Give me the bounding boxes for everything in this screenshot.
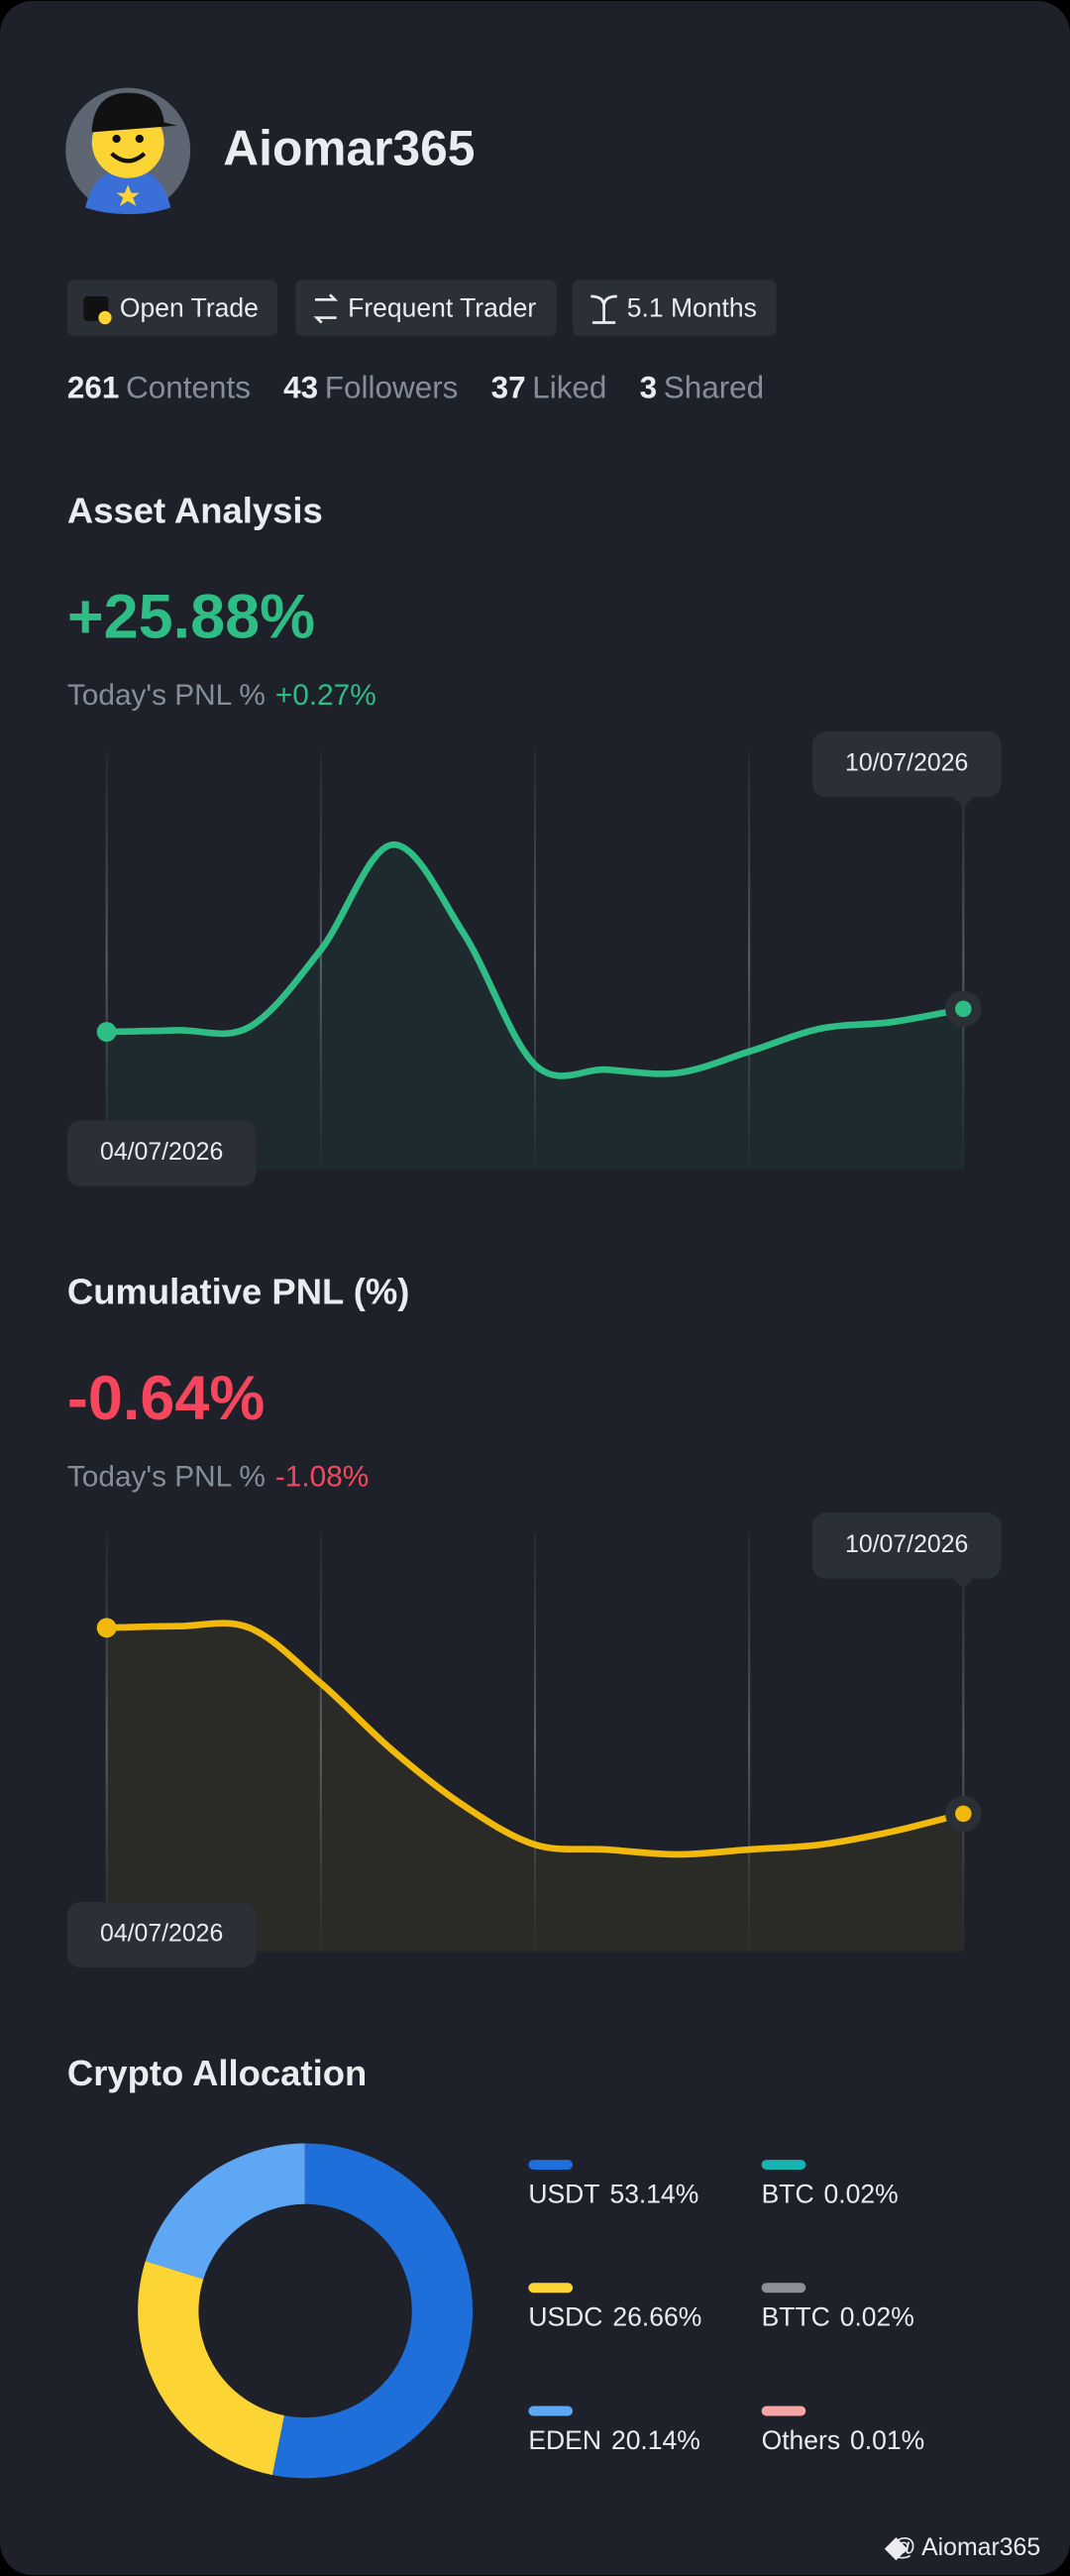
tag-icon — [98, 310, 112, 325]
date-label: 04/07/2026 — [100, 1139, 223, 1166]
legend-swatch — [761, 2160, 806, 2171]
line — [103, 1620, 967, 1858]
start-marker — [96, 1022, 117, 1043]
donut-slice — [138, 2261, 284, 2476]
pnl-label: Today's PNL % — [67, 1461, 266, 1494]
legend-swatch — [528, 2283, 574, 2294]
date-label: 10/07/2026 — [845, 750, 968, 777]
legend-value: 0.02% — [824, 2180, 899, 2209]
stat-value: 261 — [67, 371, 120, 405]
vertical-guide — [962, 1532, 965, 1952]
username: Aiomar365 — [223, 120, 475, 175]
pnl-label: Today's PNL % — [67, 679, 266, 712]
legend-name: BTC — [762, 2180, 814, 2209]
tooltip-pointer — [953, 797, 974, 808]
legend-value: 20.14% — [611, 2425, 700, 2455]
legend-name: Others — [762, 2425, 841, 2455]
stat-label: Shared — [664, 371, 764, 405]
donut-slice — [145, 2143, 305, 2280]
legend-swatch — [528, 2406, 574, 2416]
start-marker — [96, 1618, 117, 1638]
vertical-guide — [105, 1532, 108, 1952]
vertical-guide — [319, 1532, 322, 1952]
vertical-guide — [962, 750, 965, 1171]
watermark: @ Aiomar365 — [891, 2534, 1040, 2561]
vertical-guide — [534, 750, 536, 1171]
section-title: Cumulative PNL (%) — [67, 1272, 410, 1312]
avatar[interactable] — [65, 87, 191, 215]
tag-label: Frequent Trader — [348, 292, 536, 322]
vertical-guide — [105, 750, 108, 1171]
line — [103, 840, 967, 1079]
legend-swatch — [528, 2160, 574, 2171]
tag-label: 5.1 Months — [627, 292, 757, 322]
donut-slice — [271, 2143, 474, 2479]
legend-value: 53.14% — [609, 2180, 698, 2209]
section-title: Asset Analysis — [67, 490, 323, 530]
vertical-guide — [748, 750, 751, 1171]
section-title: Crypto Allocation — [67, 2053, 367, 2093]
tooltip-pointer — [953, 1578, 974, 1589]
legend-value: 0.02% — [840, 2302, 914, 2332]
tag-label: Open Trade — [120, 292, 259, 322]
stat-value: 37 — [491, 371, 526, 405]
vertical-guide — [319, 750, 322, 1171]
pnl-value: +0.27% — [275, 679, 376, 712]
date-label: 10/07/2026 — [845, 1531, 968, 1558]
line-area — [106, 844, 964, 1171]
date-tooltip — [811, 730, 1002, 798]
watermark-logo — [884, 2537, 909, 2561]
end-marker — [955, 1000, 972, 1018]
stat-label: Followers — [325, 371, 459, 405]
stat-value: 3 — [640, 371, 658, 405]
vertical-guide — [748, 1532, 751, 1952]
line-area — [106, 1623, 964, 1952]
tag-icon — [590, 294, 617, 324]
date-tooltip — [66, 1902, 257, 1968]
legend-swatch — [761, 2406, 806, 2416]
tag-background — [573, 280, 777, 336]
tag-background — [66, 280, 277, 336]
stat-label: Contents — [126, 371, 251, 405]
date-label: 04/07/2026 — [100, 1921, 223, 1948]
date-tooltip — [811, 1512, 1002, 1579]
headline-value: +25.88% — [67, 583, 315, 652]
legend-name: EDEN — [528, 2425, 601, 2455]
pnl-value: -1.08% — [275, 1461, 369, 1494]
legend-value: 26.66% — [612, 2302, 701, 2332]
legend-value: 0.01% — [850, 2425, 924, 2455]
tag-background — [295, 280, 557, 336]
headline-value: -0.64% — [67, 1364, 265, 1433]
legend-name: USDC — [528, 2302, 602, 2332]
legend-swatch — [761, 2283, 806, 2294]
date-tooltip — [66, 1120, 257, 1186]
stat-value: 43 — [283, 371, 318, 405]
stat-label: Liked — [532, 371, 606, 405]
end-marker — [955, 1805, 972, 1823]
vertical-guide — [534, 1532, 536, 1952]
legend-name: USDT — [528, 2180, 599, 2209]
legend-name: BTTC — [762, 2302, 830, 2332]
tag-icon — [313, 293, 339, 324]
